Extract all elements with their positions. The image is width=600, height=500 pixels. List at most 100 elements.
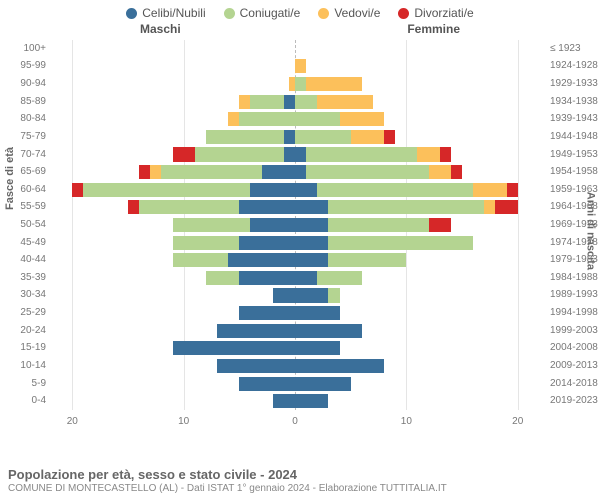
bar-segment [228, 112, 239, 126]
bar-female [295, 288, 540, 302]
y-label-year: 1964-1968 [550, 202, 598, 212]
bar-male [50, 324, 295, 338]
y-label-age: 80-84 [0, 114, 46, 124]
bar-segment [328, 200, 484, 214]
y-label-year: 1949-1953 [550, 150, 598, 160]
bar-segment [317, 271, 362, 285]
x-tick-label: 20 [512, 416, 523, 427]
bar-male [50, 130, 295, 144]
bar-segment [173, 236, 240, 250]
bar-female [295, 147, 540, 161]
bar-segment [417, 147, 439, 161]
bar-segment [239, 200, 295, 214]
bar-segment [295, 253, 328, 267]
bar-female [295, 130, 540, 144]
bar-segment [295, 183, 317, 197]
bar-male [50, 236, 295, 250]
bar-male [50, 147, 295, 161]
bar-segment [328, 253, 406, 267]
bar-segment [429, 165, 451, 179]
y-label-year: 1939-1943 [550, 114, 598, 124]
y-label-age: 30-34 [0, 290, 46, 300]
pyramid-row [50, 236, 540, 250]
chart-subtitle: COMUNE DI MONTECASTELLO (AL) - Dati ISTA… [8, 483, 592, 494]
pyramid-row [50, 306, 540, 320]
y-label-year: 1999-2003 [550, 326, 598, 336]
y-label-year: 2004-2008 [550, 343, 598, 353]
bar-female [295, 165, 540, 179]
y-label-age: 60-64 [0, 185, 46, 195]
bar-male [50, 112, 295, 126]
bar-segment [295, 271, 317, 285]
bar-male [50, 359, 295, 373]
x-tick-label: 0 [292, 416, 298, 427]
bar-segment [317, 95, 373, 109]
bar-female [295, 183, 540, 197]
x-axis: 201001020 [50, 416, 540, 430]
bar-male [50, 377, 295, 391]
legend-item: Coniugati/e [224, 6, 301, 20]
bar-segment [239, 306, 295, 320]
bar-segment [72, 183, 83, 197]
pyramid-row [50, 147, 540, 161]
bar-segment [173, 218, 251, 232]
chart-title: Popolazione per età, sesso e stato civil… [8, 467, 592, 482]
bar-female [295, 95, 540, 109]
y-label-year: 1959-1963 [550, 185, 598, 195]
bar-segment [173, 341, 296, 355]
bar-segment [273, 394, 295, 408]
bar-male [50, 59, 295, 73]
bar-segment [250, 218, 295, 232]
bar-female [295, 341, 540, 355]
bar-male [50, 288, 295, 302]
y-label-age: 20-24 [0, 326, 46, 336]
chart-footer: Popolazione per età, sesso e stato civil… [8, 467, 592, 494]
bar-male [50, 95, 295, 109]
bar-segment [295, 59, 306, 73]
bar-segment [139, 165, 150, 179]
bar-segment [206, 271, 239, 285]
plot-area: 100+≤ 192395-991924-192890-941929-193385… [50, 40, 540, 410]
y-label-year: 1944-1948 [550, 132, 598, 142]
bar-female [295, 394, 540, 408]
bar-segment [306, 77, 362, 91]
pyramid-row [50, 341, 540, 355]
bar-segment [295, 359, 384, 373]
pyramid-row [50, 59, 540, 73]
bar-segment [429, 218, 451, 232]
bar-segment [451, 165, 462, 179]
bar-segment [295, 218, 328, 232]
legend-swatch [398, 8, 409, 19]
pyramid-row [50, 183, 540, 197]
pyramid-row [50, 359, 540, 373]
legend-label: Divorziati/e [414, 6, 473, 20]
bar-segment [340, 112, 385, 126]
bar-segment [139, 200, 239, 214]
y-label-year: 2014-2018 [550, 379, 598, 389]
bar-male [50, 394, 295, 408]
bar-segment [317, 183, 473, 197]
bar-male [50, 218, 295, 232]
bar-segment [351, 130, 384, 144]
y-label-year: 1989-1993 [550, 290, 598, 300]
pyramid-row [50, 253, 540, 267]
bar-segment [295, 341, 340, 355]
y-label-year: 1969-1973 [550, 220, 598, 230]
bar-segment [250, 95, 283, 109]
pyramid-row [50, 271, 540, 285]
bar-segment [284, 95, 295, 109]
bar-segment [507, 183, 518, 197]
bar-segment [295, 377, 351, 391]
bar-female [295, 271, 540, 285]
bar-segment [273, 288, 295, 302]
y-label-age: 45-49 [0, 238, 46, 248]
legend-item: Vedovi/e [318, 6, 380, 20]
bar-segment [495, 200, 517, 214]
bar-female [295, 306, 540, 320]
bar-male [50, 341, 295, 355]
legend-label: Coniugati/e [240, 6, 301, 20]
bar-segment [295, 147, 306, 161]
bar-segment [328, 236, 473, 250]
bar-segment [239, 95, 250, 109]
bar-male [50, 253, 295, 267]
